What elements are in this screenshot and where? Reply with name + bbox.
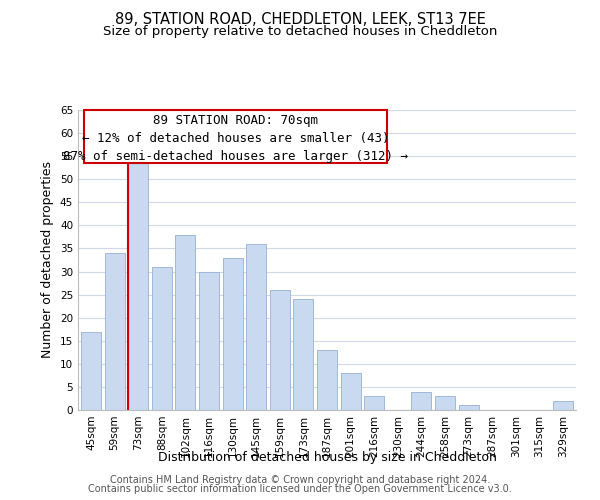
Bar: [293, 299, 313, 410]
Bar: [81, 332, 101, 410]
Bar: [152, 267, 172, 410]
Text: 89, STATION ROAD, CHEDDLETON, LEEK, ST13 7EE: 89, STATION ROAD, CHEDDLETON, LEEK, ST13…: [115, 12, 485, 28]
Bar: [553, 401, 573, 410]
Bar: [270, 290, 290, 410]
Text: Size of property relative to detached houses in Cheddleton: Size of property relative to detached ho…: [103, 25, 497, 38]
Bar: [199, 272, 219, 410]
Bar: [458, 406, 479, 410]
Text: Contains HM Land Registry data © Crown copyright and database right 2024.: Contains HM Land Registry data © Crown c…: [110, 475, 490, 485]
Bar: [435, 396, 455, 410]
Text: Distribution of detached houses by size in Cheddleton: Distribution of detached houses by size …: [158, 451, 496, 464]
Bar: [104, 253, 125, 410]
Bar: [128, 161, 148, 410]
Text: 89 STATION ROAD: 70sqm
← 12% of detached houses are smaller (43)
87% of semi-det: 89 STATION ROAD: 70sqm ← 12% of detached…: [63, 114, 408, 163]
Bar: [341, 373, 361, 410]
Y-axis label: Number of detached properties: Number of detached properties: [41, 162, 55, 358]
Bar: [175, 234, 196, 410]
Text: Contains public sector information licensed under the Open Government Licence v3: Contains public sector information licen…: [88, 484, 512, 494]
Bar: [412, 392, 431, 410]
Bar: [223, 258, 242, 410]
Bar: [246, 244, 266, 410]
Bar: [364, 396, 384, 410]
Bar: [317, 350, 337, 410]
